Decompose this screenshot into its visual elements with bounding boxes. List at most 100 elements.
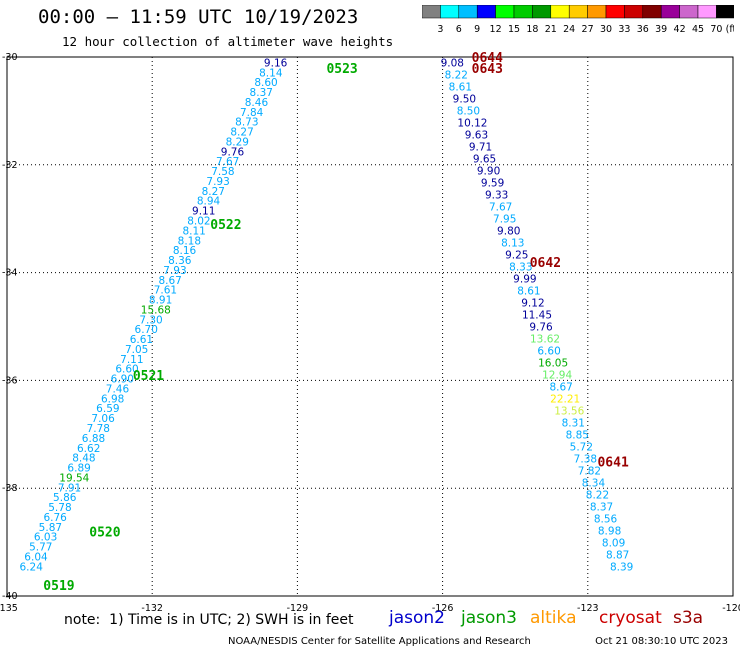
colorbar-tick-label: 70 bbox=[710, 24, 722, 35]
colorbar-tick-label: 42 bbox=[674, 24, 686, 35]
y-tick-label: -36 bbox=[2, 375, 18, 386]
wave-height-label: 6.59 bbox=[96, 403, 119, 415]
wave-height-label: 9.63 bbox=[465, 129, 488, 141]
wave-height-label: 8.09 bbox=[602, 537, 625, 549]
wave-height-label: 7.67 bbox=[216, 156, 239, 168]
wave-height-label: 8.27 bbox=[230, 127, 253, 139]
colorbar-tick-label: 27 bbox=[582, 24, 594, 35]
wave-height-label: 8.60 bbox=[254, 77, 277, 89]
wave-height-label: 5.77 bbox=[29, 542, 52, 554]
footer-credit: NOAA/NESDIS Center for Satellite Applica… bbox=[228, 636, 531, 647]
wave-height-label: 8.02 bbox=[187, 215, 210, 227]
footer-timestamp: Oct 21 08:30:10 UTC 2023 bbox=[595, 636, 728, 647]
wave-height-label: 6.03 bbox=[34, 532, 57, 544]
wave-height-label: 8.37 bbox=[250, 87, 273, 99]
pass-time-label: 0643 bbox=[472, 62, 503, 77]
wave-height-label: 8.67 bbox=[549, 381, 572, 393]
wave-height-label: 9.59 bbox=[481, 177, 504, 189]
wave-height-label: 7.84 bbox=[240, 107, 264, 119]
wave-height-label: 8.14 bbox=[259, 67, 283, 79]
wave-height-label: 7.46 bbox=[106, 383, 130, 395]
wave-height-label: 22.21 bbox=[550, 393, 580, 405]
x-tick-label: -123 bbox=[577, 603, 599, 614]
wave-height-label: 8.18 bbox=[178, 235, 201, 247]
pass-time-label: 0521 bbox=[133, 369, 164, 384]
wave-height-label: 8.16 bbox=[173, 245, 197, 257]
wave-height-label: 8.22 bbox=[445, 69, 468, 81]
wave-height-label: 13.56 bbox=[554, 405, 584, 417]
wave-height-label: 5.72 bbox=[570, 441, 593, 453]
wave-height-label: 8.61 bbox=[517, 285, 540, 297]
wave-height-label: 9.76 bbox=[221, 146, 245, 158]
wave-height-label: 9.99 bbox=[513, 273, 536, 285]
wave-height-label: 6.88 bbox=[82, 433, 105, 445]
pass-time-label: 0523 bbox=[326, 62, 357, 77]
wave-height-label: 5.78 bbox=[48, 502, 71, 514]
wave-height-label: 6.76 bbox=[43, 512, 67, 524]
page-title: 00:00 – 11:59 UTC 10/19/2023 bbox=[38, 6, 359, 28]
wave-height-label: 8.31 bbox=[562, 417, 585, 429]
note-text: note: 1) Time is in UTC; 2) SWH is in fe… bbox=[64, 612, 354, 628]
satellite-altika-label: altika bbox=[530, 608, 577, 628]
wave-height-label: 7.93 bbox=[206, 176, 229, 188]
wave-height-label: 5.86 bbox=[53, 492, 77, 504]
wave-height-label: 8.73 bbox=[235, 117, 258, 129]
wave-height-label: 8.91 bbox=[149, 295, 172, 307]
wave-height-label: 7.38 bbox=[574, 453, 597, 465]
wave-height-label: 9.08 bbox=[441, 57, 464, 69]
wave-height-label: 9.12 bbox=[521, 297, 544, 309]
colorbar-unit-label: (ft) bbox=[726, 24, 734, 35]
wave-height-label: 8.94 bbox=[197, 196, 221, 208]
wave-height-label: 6.24 bbox=[20, 561, 44, 573]
wave-height-label: 8.67 bbox=[158, 275, 181, 287]
wave-height-label: 9.76 bbox=[529, 321, 553, 333]
y-tick-label: -30 bbox=[2, 52, 18, 63]
x-tick-label: -120 bbox=[722, 603, 740, 614]
wave-height-label: 7.67 bbox=[489, 201, 512, 213]
wave-height-label: 9.16 bbox=[264, 57, 288, 69]
wave-height-label: 7.93 bbox=[163, 265, 186, 277]
colorbar-tick-label: 6 bbox=[456, 24, 462, 35]
colorbar-swatch bbox=[716, 5, 734, 19]
wave-height-label: 11.45 bbox=[522, 309, 552, 321]
colorbar-tick-label: 15 bbox=[508, 24, 520, 35]
wave-height-label: 8.11 bbox=[182, 225, 205, 237]
colorbar-tick-label: 3 bbox=[437, 24, 443, 35]
wave-height-label: 6.98 bbox=[101, 393, 124, 405]
wave-height-label: 7.11 bbox=[120, 354, 143, 366]
wave-height-label: 8.29 bbox=[226, 136, 249, 148]
wave-height-label: 7.82 bbox=[578, 465, 601, 477]
wave-height-label: 12.94 bbox=[542, 369, 572, 381]
colorbar-tick-label: 33 bbox=[618, 24, 630, 35]
wave-height-label: 7.91 bbox=[58, 482, 81, 494]
pass-time-label: 0519 bbox=[43, 579, 74, 594]
y-tick-label: -40 bbox=[2, 591, 18, 602]
colorbar-tick-label: 12 bbox=[490, 24, 502, 35]
colorbar-tick-label: 21 bbox=[545, 24, 557, 35]
plot-frame bbox=[6, 56, 734, 597]
wave-height-label: 6.62 bbox=[77, 443, 100, 455]
footer: NOAA/NESDIS Center for Satellite Applica… bbox=[228, 636, 728, 647]
wave-height-label: 9.11 bbox=[192, 206, 215, 218]
wave-height-label: 8.34 bbox=[582, 477, 606, 489]
wave-height-label: 6.04 bbox=[24, 551, 48, 563]
wave-height-label: 7.58 bbox=[211, 166, 234, 178]
wave-height-label: 8.37 bbox=[590, 501, 613, 513]
wave-height-label: 7.05 bbox=[125, 344, 148, 356]
wave-height-label: 9.25 bbox=[505, 249, 528, 261]
wave-height-label: 8.98 bbox=[598, 525, 621, 537]
x-tick-label: -132 bbox=[141, 603, 163, 614]
wave-height-label: 13.62 bbox=[530, 333, 560, 345]
page-subtitle: 12 hour collection of altimeter wave hei… bbox=[62, 34, 394, 49]
wave-height-label: 19.54 bbox=[59, 472, 89, 484]
wave-height-label: 6.60 bbox=[537, 345, 560, 357]
colorbar-tick-label: 39 bbox=[655, 24, 667, 35]
wave-height-label: 8.46 bbox=[245, 97, 269, 109]
wave-height-label: 7.95 bbox=[493, 213, 516, 225]
satellite-jason2-label: jason2 bbox=[389, 608, 445, 628]
wave-height-label: 5.87 bbox=[39, 522, 62, 534]
satellite-cryosat-label: cryosat bbox=[599, 608, 662, 628]
wave-height-label: 15.68 bbox=[141, 304, 171, 316]
wave-height-label: 6.90 bbox=[111, 374, 134, 386]
